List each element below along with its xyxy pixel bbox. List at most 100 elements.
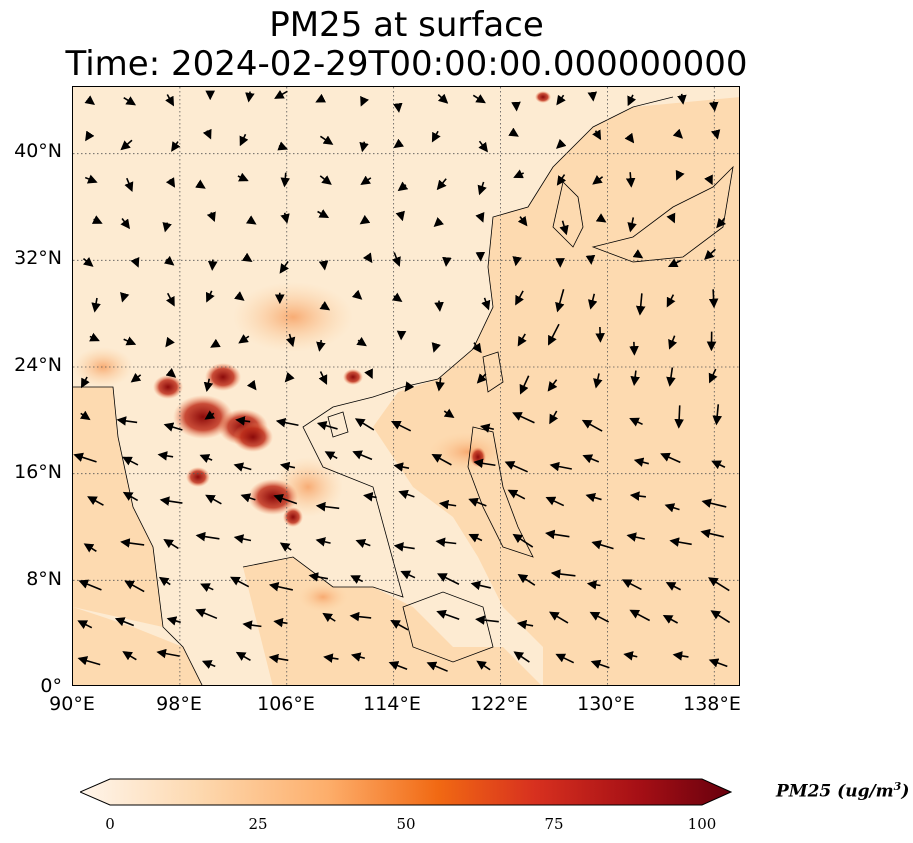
wind-arrow [629,609,651,622]
wind-arrow [84,95,96,105]
wind-arrow [548,323,560,346]
wind-arrow [435,537,457,547]
wind-arrow [585,492,602,503]
wind-arrow [666,212,676,224]
wind-arrow [592,175,604,185]
wind-arrow [78,579,102,591]
wind-arrow [233,534,252,544]
wind-arrow [280,212,290,224]
wind-arrow [351,289,363,300]
wind-arrow [279,260,289,274]
map-svg [73,87,739,685]
wind-arrow [122,491,139,502]
wind-arrow [589,611,609,623]
map-title-line1: PM25 at surface [269,5,544,45]
wind-arrow [668,335,678,350]
wind-arrow [512,412,535,424]
wind-arrow [171,141,181,152]
map-panel [72,86,740,686]
wind-arrow [130,256,140,268]
wind-arrow [556,138,567,149]
wind-arrow [116,416,138,426]
wind-arrow [268,653,289,664]
wind-arrow [279,461,296,472]
wind-arrow [592,129,602,141]
colorbar-tick-label: 25 [248,815,268,833]
wind-arrow [280,172,291,188]
wind-arrow [350,652,366,662]
wind-arrow [359,214,371,225]
wind-arrow [274,89,288,99]
wind-arrow [158,576,171,587]
wind-arrow [319,301,331,311]
wind-arrow [436,609,460,621]
pm25-hotspot [535,91,551,103]
wind-arrow [165,336,175,348]
wind-arrow [315,537,331,547]
wind-arrow [473,458,496,469]
pm25-hotspot [205,363,241,391]
wind-arrow [235,651,251,662]
wind-arrow [203,378,214,393]
wind-arrow [166,616,181,626]
wind-arrow [438,499,457,510]
wind-arrow [238,334,250,344]
wind-arrow [354,418,375,431]
wind-arrow [504,461,528,473]
lat-tick-label: 16°N [14,461,62,483]
colorbar-tick-label: 50 [396,815,416,833]
wind-arrow [319,175,332,185]
wind-arrow [163,422,183,432]
wind-arrow [120,538,145,548]
coastline [242,96,674,598]
wind-arrow [549,410,559,425]
wind-arrow [511,101,521,112]
coastline [467,426,534,558]
wind-arrow [710,129,721,140]
wind-arrow [555,653,575,664]
wind-arrow [434,300,444,312]
wind-arrow [397,181,409,192]
wind-arrow [515,290,524,306]
wind-arrow [398,489,415,499]
wind-arrow [165,367,177,378]
wind-arrow [245,91,255,103]
wind-arrow [315,93,327,103]
wind-arrow [400,570,416,580]
wind-arrow [426,661,448,672]
haze-area [233,282,353,352]
wind-arrow [201,660,216,669]
wind-vectors [73,89,731,672]
lat-tick-label: 24°N [14,354,62,376]
wind-arrow [701,498,727,508]
wind-arrow [431,453,452,466]
wind-arrow [319,135,334,145]
wind-arrow [591,540,614,550]
colorbar-tick-label: 100 [687,815,717,833]
wind-arrow [241,252,253,262]
wind-arrow [317,209,330,219]
pm25-hotspot [248,479,298,515]
coastline [552,181,584,248]
wind-arrow [323,653,339,663]
wind-arrow [393,102,403,113]
wind-arrow [404,381,415,392]
coastline [402,591,494,663]
wind-arrow [716,217,727,229]
wind-arrow [442,256,452,267]
wind-arrow [443,408,455,419]
coastline [327,411,349,438]
wind-arrow [89,332,100,342]
lon-tick-label: 122°E [470,693,528,715]
wind-arrow [587,91,598,102]
pm25-hotspot [343,369,363,385]
wind-arrow [621,579,642,591]
wind-arrow [547,379,558,392]
wind-arrow [512,256,522,267]
pm25-hotspot [233,422,273,452]
wind-arrow [120,218,131,230]
wind-arrow [700,528,724,539]
wind-arrow [556,174,567,186]
lon-tick-label: 106°E [257,693,315,715]
wind-arrow [513,651,530,663]
